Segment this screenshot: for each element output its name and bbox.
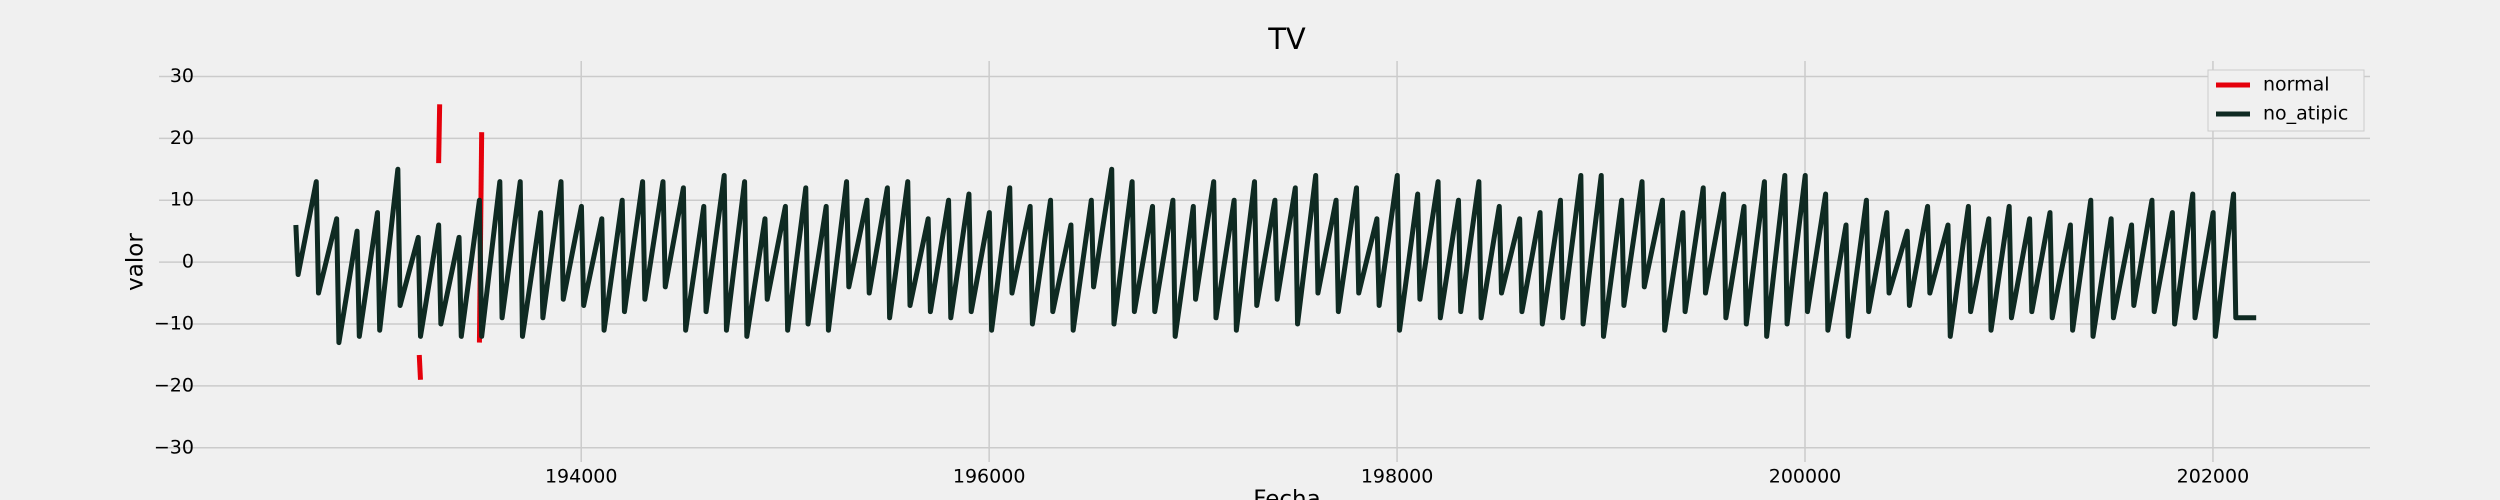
x-tick-label: 200000 [1769, 466, 1842, 488]
x-axis-label: Fecha [1253, 487, 1320, 500]
series-line [293, 166, 2257, 346]
chart-title: TV [1267, 22, 1306, 56]
legend-label: normal [2263, 74, 2330, 96]
series-line [436, 104, 443, 164]
x-tick-label: 194000 [545, 466, 618, 488]
y-tick-label: 0 [182, 251, 194, 273]
y-tick-label: −20 [154, 374, 194, 396]
x-tick-label: 202000 [2177, 466, 2250, 488]
legend: normal no_atipic [2207, 69, 2365, 132]
x-tick-label: 198000 [1361, 466, 1434, 488]
series-line [416, 354, 423, 380]
y-tick-label: 30 [170, 65, 194, 87]
legend-label: no_atipic [2263, 103, 2348, 125]
y-tick-label: −10 [154, 313, 194, 335]
y-tick-label: 20 [170, 127, 194, 149]
y-axis-label: valor [123, 233, 149, 291]
y-tick-label: −30 [154, 436, 194, 458]
x-tick-label: 196000 [953, 466, 1026, 488]
y-tick-label: 10 [170, 189, 194, 211]
legend-box [2207, 69, 2365, 132]
